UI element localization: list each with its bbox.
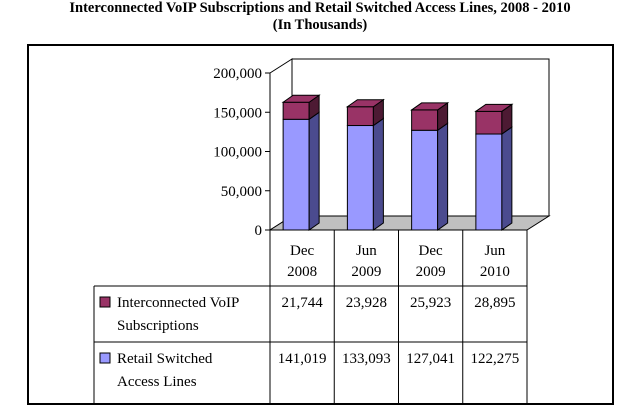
bar-side [437, 122, 449, 231]
bar-front [411, 129, 439, 231]
bar-front [475, 133, 503, 231]
bar-side [372, 117, 384, 231]
y-tick-label: 150,000 [213, 105, 262, 121]
chart-title: Interconnected VoIP Subscriptions and Re… [69, 0, 571, 16]
category-label: 2010 [480, 264, 510, 280]
bar-front [282, 101, 310, 120]
legend-key [99, 296, 111, 308]
data-label: 25,923 [410, 295, 451, 311]
category-label: Jun [356, 243, 377, 259]
data-label: 23,928 [346, 295, 387, 311]
legend-label: Retail Switched [117, 351, 213, 367]
legend-label: Access Lines [117, 374, 197, 390]
y-tick-label: 0 [255, 223, 263, 239]
bar-front [346, 125, 374, 231]
category-label: 2009 [351, 264, 381, 280]
category-label: 2008 [287, 264, 317, 280]
bar-side [308, 111, 320, 231]
data-label: 21,744 [282, 295, 324, 311]
bar-top [410, 102, 450, 111]
legend-label: Interconnected VoIP [117, 295, 239, 311]
data-label: 28,895 [474, 295, 515, 311]
category-label: 2009 [416, 264, 446, 280]
bar-front [346, 106, 374, 127]
bar-top [474, 103, 514, 112]
chart-frame [27, 44, 614, 405]
bar-front [282, 118, 310, 231]
legend-label: Subscriptions [117, 318, 199, 334]
y-tick-label: 200,000 [213, 66, 262, 82]
legend-key [99, 352, 111, 364]
y-tick-label: 100,000 [213, 145, 262, 161]
category-label: Dec [290, 243, 314, 259]
chart-title-block: Interconnected VoIP Subscriptions and Re… [0, 0, 640, 34]
data-label: 127,041 [406, 351, 455, 367]
y-tick-label: 50,000 [221, 184, 262, 200]
bar-front [475, 110, 503, 135]
data-label: 133,093 [342, 351, 391, 367]
chart-subtitle: (In Thousands) [272, 17, 368, 33]
category-label: Jun [484, 243, 505, 259]
data-label: 141,019 [278, 351, 327, 367]
bar-top [345, 99, 385, 108]
bar-side [501, 126, 513, 231]
category-label: Dec [419, 243, 443, 259]
data-label: 122,275 [471, 351, 520, 367]
bar-top [281, 94, 321, 103]
bar-front [411, 109, 439, 131]
